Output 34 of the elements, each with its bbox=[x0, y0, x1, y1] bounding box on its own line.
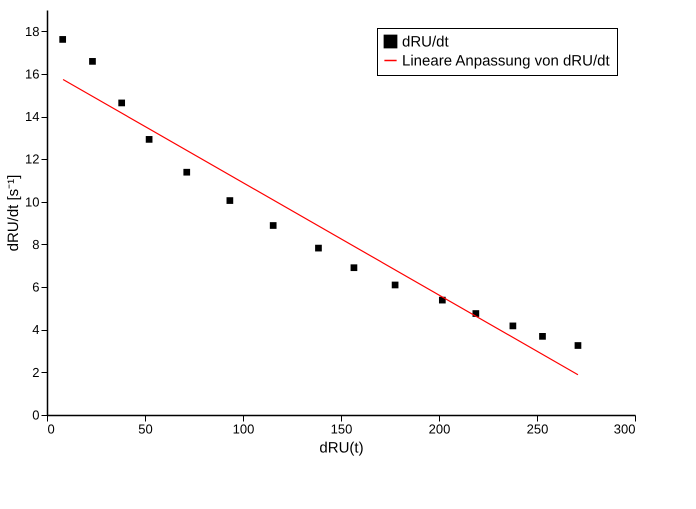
legend-label: Lineare Anpassung von dRU/dt bbox=[402, 52, 610, 70]
point bbox=[183, 168, 190, 176]
point bbox=[226, 197, 234, 204]
point bbox=[118, 100, 126, 106]
legend-label: dRU/dt bbox=[402, 34, 450, 50]
y-tick-label: 16 bbox=[25, 66, 40, 82]
y-tick-label: 2 bbox=[32, 364, 40, 380]
x-tick-label: 200 bbox=[428, 422, 450, 436]
point bbox=[146, 136, 152, 143]
x-tick-label: 50 bbox=[138, 422, 153, 436]
x-axis-title: dRU(t) bbox=[319, 440, 364, 456]
x-tick-label: 100 bbox=[232, 422, 254, 436]
y-tick-label: 14 bbox=[25, 109, 40, 124]
point bbox=[574, 342, 582, 349]
point bbox=[270, 222, 277, 229]
point bbox=[59, 36, 66, 43]
y-tick-label: 0 bbox=[32, 408, 40, 422]
x-tick-label: 300 bbox=[614, 422, 636, 436]
point bbox=[392, 282, 398, 288]
y-tick-label: 10 bbox=[25, 194, 40, 210]
y-axis-title: dRU/dt [s⁻¹] bbox=[5, 174, 22, 252]
point bbox=[89, 58, 96, 65]
y-tick-label: 8 bbox=[32, 236, 40, 252]
x-tick-label: 150 bbox=[330, 422, 352, 436]
point bbox=[510, 322, 516, 330]
x-tick-label: 0 bbox=[48, 422, 55, 436]
x-tick-label: 250 bbox=[526, 422, 548, 436]
y-tick-label: 4 bbox=[32, 322, 40, 338]
point bbox=[539, 332, 546, 340]
y-tick-label: 12 bbox=[25, 152, 40, 167]
point bbox=[315, 244, 322, 252]
point bbox=[350, 264, 358, 272]
y-tick-label: 18 bbox=[25, 24, 40, 39]
y-tick-label: 6 bbox=[32, 280, 40, 295]
